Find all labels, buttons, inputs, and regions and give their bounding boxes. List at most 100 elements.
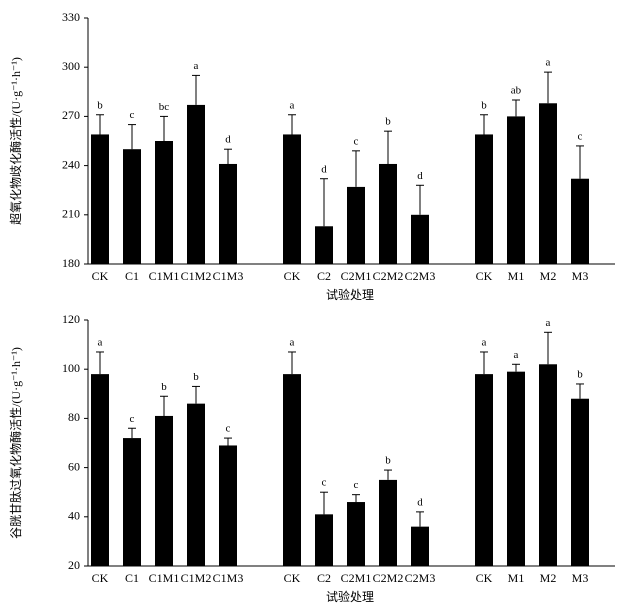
- y-tick-label: 60: [68, 459, 80, 473]
- bar: [91, 374, 109, 566]
- x-axis-label: 试验处理: [326, 589, 374, 604]
- y-tick-label: 20: [68, 558, 80, 572]
- y-tick-label: 100: [62, 361, 80, 375]
- significance-label: b: [161, 381, 167, 393]
- bar: [155, 141, 173, 264]
- x-tick-label: C1M3: [213, 571, 244, 585]
- y-axis-label: 谷胱甘肽过氧化物酶活性/(U·g⁻¹·h⁻¹): [8, 347, 23, 539]
- y-tick-label: 120: [62, 312, 80, 326]
- significance-label: ab: [511, 85, 522, 97]
- significance-label: a: [98, 337, 103, 349]
- significance-label: b: [577, 368, 583, 380]
- y-tick-label: 210: [62, 207, 80, 221]
- bar: [283, 374, 301, 566]
- significance-label: bc: [159, 101, 170, 113]
- x-tick-label: C2: [317, 269, 331, 283]
- x-tick-label: CK: [476, 269, 493, 283]
- x-tick-label: C2: [317, 571, 331, 585]
- bar: [347, 502, 365, 566]
- significance-label: a: [482, 337, 487, 349]
- significance-label: c: [578, 130, 583, 142]
- bar: [379, 163, 397, 264]
- significance-label: d: [417, 496, 423, 508]
- x-tick-label: C2M2: [373, 269, 404, 283]
- x-axis-label: 试验处理: [326, 287, 374, 302]
- x-tick-label: CK: [284, 269, 301, 283]
- x-tick-label: C1M3: [213, 269, 244, 283]
- x-tick-label: M3: [572, 571, 589, 585]
- x-tick-label: C2M3: [405, 571, 436, 585]
- bar: [187, 403, 205, 566]
- bar: [219, 445, 237, 566]
- significance-label: b: [385, 455, 391, 467]
- x-tick-label: C1: [125, 269, 139, 283]
- bar: [315, 514, 333, 566]
- bar: [315, 226, 333, 264]
- x-tick-label: C1M2: [181, 269, 212, 283]
- y-tick-label: 180: [62, 256, 80, 270]
- x-tick-label: M2: [540, 269, 557, 283]
- y-tick-label: 80: [68, 410, 80, 424]
- significance-label: a: [194, 60, 199, 72]
- significance-label: c: [354, 135, 359, 147]
- bar: [187, 104, 205, 264]
- significance-label: a: [290, 337, 295, 349]
- significance-label: a: [546, 317, 551, 329]
- significance-label: c: [322, 477, 327, 489]
- x-tick-label: CK: [92, 571, 109, 585]
- x-tick-label: C1M2: [181, 571, 212, 585]
- bar: [91, 134, 109, 264]
- x-tick-label: M1: [508, 571, 525, 585]
- bar: [411, 214, 429, 264]
- bar: [347, 186, 365, 264]
- bar: [475, 374, 493, 566]
- x-tick-label: CK: [92, 269, 109, 283]
- y-tick-label: 270: [62, 108, 80, 122]
- bar: [507, 116, 525, 265]
- significance-label: a: [546, 57, 551, 69]
- significance-label: a: [514, 349, 519, 361]
- bar: [219, 163, 237, 264]
- significance-label: a: [290, 99, 295, 111]
- bar: [539, 103, 557, 264]
- significance-label: c: [354, 479, 359, 491]
- significance-label: b: [193, 371, 199, 383]
- bar: [283, 134, 301, 264]
- x-tick-label: C2M1: [341, 269, 372, 283]
- bar: [507, 371, 525, 566]
- x-tick-label: M1: [508, 269, 525, 283]
- y-tick-label: 330: [62, 10, 80, 24]
- bar: [571, 398, 589, 566]
- significance-label: b: [385, 116, 391, 128]
- bar: [379, 479, 397, 566]
- x-tick-label: C2M1: [341, 571, 372, 585]
- bar: [123, 438, 141, 566]
- bar: [571, 178, 589, 264]
- significance-label: c: [130, 109, 135, 121]
- bar: [123, 149, 141, 264]
- significance-label: d: [225, 134, 231, 146]
- x-tick-label: C1M1: [149, 269, 180, 283]
- significance-label: b: [481, 99, 487, 111]
- x-tick-label: C2M3: [405, 269, 436, 283]
- significance-label: b: [97, 99, 103, 111]
- bar: [411, 526, 429, 566]
- x-tick-label: C1M1: [149, 571, 180, 585]
- x-tick-label: M2: [540, 571, 557, 585]
- bar: [155, 415, 173, 566]
- significance-label: d: [417, 170, 423, 182]
- bar: [475, 134, 493, 264]
- x-tick-label: CK: [476, 571, 493, 585]
- x-tick-label: C2M2: [373, 571, 404, 585]
- y-tick-label: 40: [68, 509, 80, 523]
- significance-label: c: [130, 413, 135, 425]
- y-axis-label: 超氧化物歧化酶活性/(U·g⁻¹·h⁻¹): [8, 57, 23, 225]
- bar: [539, 364, 557, 566]
- x-tick-label: C1: [125, 571, 139, 585]
- significance-label: d: [321, 163, 327, 175]
- x-tick-label: CK: [284, 571, 301, 585]
- significance-label: c: [226, 423, 231, 435]
- y-tick-label: 240: [62, 157, 80, 171]
